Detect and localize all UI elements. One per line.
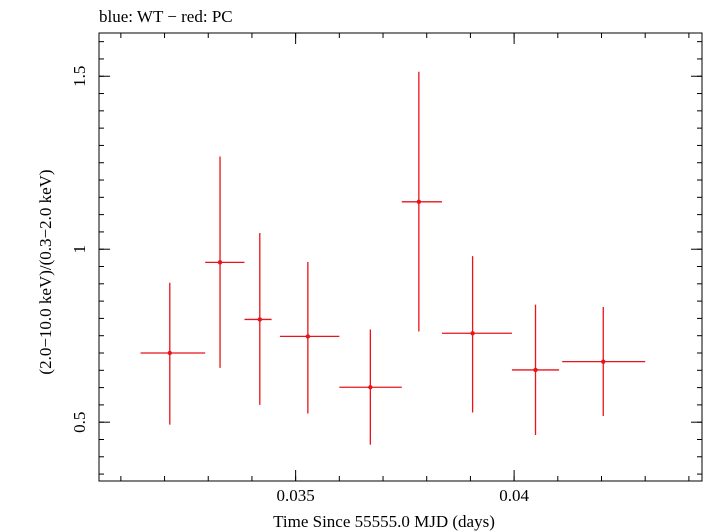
data-point xyxy=(279,262,340,414)
data-points xyxy=(140,71,646,445)
x-axis-label: Time Since 55555.0 MJD (days) xyxy=(273,512,495,531)
data-point xyxy=(244,232,272,405)
data-point xyxy=(562,306,646,416)
plot-frame xyxy=(98,32,703,482)
point-marker xyxy=(257,317,262,322)
point-marker xyxy=(167,350,172,356)
point-marker xyxy=(533,367,538,373)
point-marker xyxy=(470,331,475,336)
x-tick-label: 0.035 xyxy=(277,486,315,505)
x-tick-label: 0.04 xyxy=(499,486,529,505)
data-point xyxy=(339,329,402,445)
y-tick-label: 0.5 xyxy=(70,412,89,433)
data-point xyxy=(511,304,560,435)
data-point xyxy=(205,156,245,368)
data-point xyxy=(140,282,206,425)
point-marker xyxy=(416,199,422,205)
point-marker xyxy=(217,260,223,265)
y-axis-label: (2.0−10.0 keV)/(0.3−2.0 keV) xyxy=(36,169,55,374)
data-point xyxy=(442,256,512,413)
point-marker xyxy=(368,385,373,390)
point-marker xyxy=(601,359,606,364)
axis-ticks: 0.035 0.04 0.5 1 1.5 xyxy=(70,33,702,505)
chart-title: blue: WT − red: PC xyxy=(99,7,233,26)
point-marker xyxy=(305,334,311,339)
data-point xyxy=(401,71,443,332)
y-tick-label: 1 xyxy=(70,245,89,254)
y-tick-label: 1.5 xyxy=(70,66,89,87)
